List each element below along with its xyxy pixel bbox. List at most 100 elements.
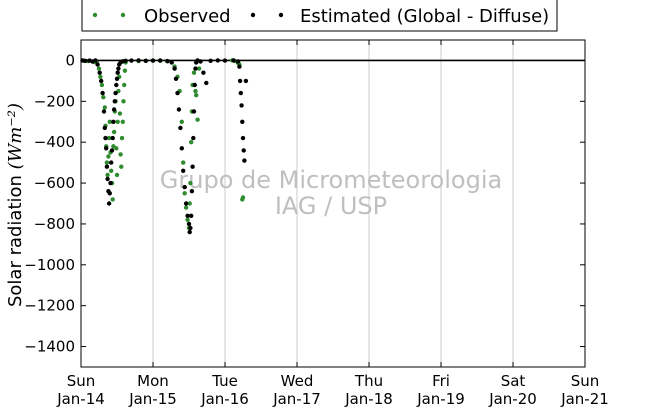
data-point	[122, 82, 127, 88]
x-tick-label-date: Jan-17	[272, 390, 321, 408]
legend-observed-marker-2	[120, 12, 126, 18]
legend: Observed Estimated (Global - Diffuse)	[81, 0, 558, 32]
data-point	[104, 146, 109, 151]
data-point	[105, 172, 110, 178]
svg-text:Solar radiation (Wm⁻²): Solar radiation (Wm⁻²)	[5, 103, 26, 307]
x-tick-label-date: Jan-20	[488, 390, 537, 408]
data-point	[169, 60, 174, 65]
data-point	[108, 180, 113, 186]
data-point	[188, 180, 193, 186]
x-tick-label-date: Jan-21	[560, 390, 609, 408]
data-point	[181, 160, 186, 165]
data-point	[97, 70, 102, 75]
data-point	[117, 111, 123, 116]
data-point	[193, 88, 198, 94]
data-point	[238, 90, 243, 96]
legend-observed-marker-1	[92, 12, 98, 18]
data-point	[173, 76, 179, 82]
series-estimated	[80, 58, 249, 235]
data-point	[193, 66, 198, 71]
legend-observed-label: Observed	[144, 6, 231, 27]
data-point	[185, 213, 190, 218]
data-point	[123, 58, 128, 63]
data-point	[235, 59, 241, 64]
y-tick-label: 0	[65, 51, 75, 69]
data-point	[183, 201, 189, 206]
data-point	[114, 76, 120, 82]
data-point	[121, 99, 126, 104]
series-observed	[81, 58, 246, 231]
x-tick-label-day: Tue	[211, 372, 238, 390]
data-point	[185, 217, 190, 222]
x-tick-label-day: Sat	[501, 372, 526, 390]
y-tick-label: −200	[34, 92, 75, 110]
data-point	[182, 191, 187, 196]
x-tick-label-date: Jan-16	[200, 390, 249, 408]
data-point	[183, 205, 189, 210]
data-point	[112, 99, 118, 104]
data-point	[119, 135, 125, 141]
y-axis-label-unit: (Wm⁻²)	[5, 103, 26, 169]
x-tick-label-day: Thu	[354, 372, 383, 390]
data-point	[158, 58, 163, 63]
data-point	[191, 70, 197, 75]
data-point	[102, 105, 108, 110]
x-tick-label-date: Jan-14	[56, 390, 105, 408]
data-point	[231, 58, 236, 63]
data-point	[194, 93, 199, 98]
data-point	[101, 109, 107, 114]
plot-frame	[80, 39, 586, 368]
watermark-line-1: Grupo de Micrometeorologia	[160, 166, 502, 194]
data-point	[103, 135, 108, 141]
data-point	[110, 197, 115, 202]
y-axis-label: Solar radiation (Wm⁻²)	[5, 103, 26, 307]
data-point	[191, 109, 197, 114]
x-tick-label-date: Jan-15	[128, 390, 177, 408]
y-tick-label: −1000	[24, 256, 75, 274]
legend-estimated-label: Estimated (Global - Diffuse)	[300, 6, 549, 27]
data-point	[115, 119, 120, 125]
data-point	[113, 90, 118, 96]
data-point	[222, 58, 228, 63]
data-point	[243, 78, 249, 84]
data-point	[104, 164, 110, 169]
y-tick-label: −1400	[24, 338, 75, 356]
data-point	[179, 146, 184, 151]
data-point	[95, 62, 100, 67]
data-point	[198, 59, 203, 64]
data-point	[208, 58, 213, 63]
data-point	[189, 140, 194, 145]
data-point	[114, 146, 119, 151]
data-point	[201, 70, 206, 75]
data-point	[239, 103, 244, 108]
data-point	[186, 221, 192, 227]
data-point	[195, 117, 200, 122]
data-point	[111, 129, 117, 135]
data-point	[176, 107, 182, 112]
data-point	[187, 229, 192, 235]
x-tick-label-date: Jan-18	[344, 390, 393, 408]
data-point	[119, 164, 124, 169]
data-point	[241, 148, 246, 153]
data-point	[181, 168, 186, 173]
data-point	[105, 176, 110, 182]
data-point	[175, 90, 180, 96]
data-point	[106, 201, 112, 206]
data-point	[191, 135, 196, 141]
data-point	[116, 66, 121, 71]
data-point	[242, 158, 247, 163]
data-point	[172, 66, 177, 71]
data-point	[99, 82, 105, 88]
data-point	[106, 154, 111, 159]
data-point	[101, 95, 106, 100]
data-point	[111, 119, 116, 125]
data-point	[122, 68, 128, 73]
x-tick-label-day: Fri	[432, 372, 450, 390]
data-point	[189, 189, 195, 194]
data-point	[118, 152, 123, 157]
data-point	[115, 70, 120, 75]
data-point	[187, 201, 192, 206]
data-point	[104, 160, 110, 165]
data-point	[150, 58, 156, 63]
